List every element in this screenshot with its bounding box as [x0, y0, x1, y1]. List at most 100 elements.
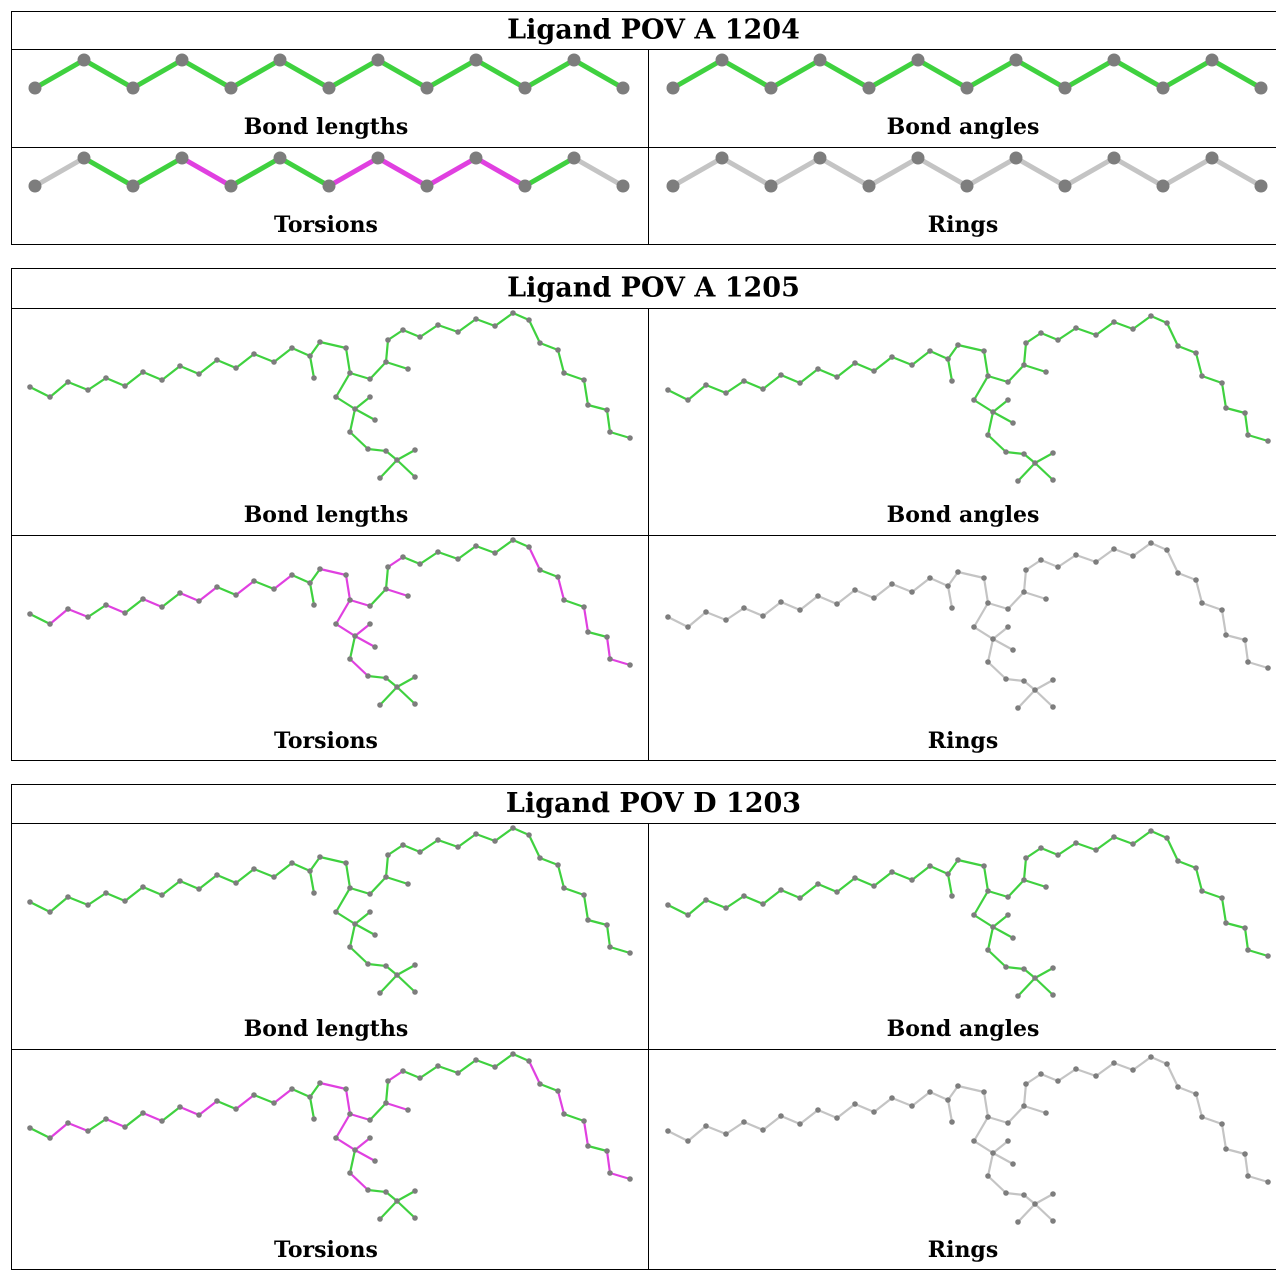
bond — [354, 408, 376, 421]
bond — [1150, 314, 1168, 325]
bond — [1220, 609, 1228, 636]
bond — [253, 579, 275, 591]
atom — [85, 387, 91, 393]
bond — [1111, 57, 1166, 91]
atom — [1005, 397, 1011, 403]
atom — [1265, 953, 1271, 959]
bond — [563, 598, 585, 609]
atom — [1050, 677, 1056, 683]
atom — [420, 81, 434, 95]
atom — [1023, 340, 1029, 346]
bond — [253, 352, 275, 364]
bond — [1177, 571, 1197, 582]
atom — [990, 636, 996, 642]
bond — [273, 1088, 293, 1104]
atom — [685, 397, 691, 403]
bond — [854, 876, 875, 888]
atom — [1023, 567, 1029, 573]
atom — [333, 621, 339, 627]
atom — [1175, 858, 1181, 864]
bond — [873, 356, 893, 372]
cell-caption: Torsions — [274, 728, 378, 754]
atom — [289, 345, 295, 351]
bond — [396, 676, 416, 688]
atom — [1032, 975, 1038, 981]
atom — [960, 81, 974, 95]
atom — [317, 1080, 323, 1086]
atom — [1245, 1173, 1251, 1179]
bond — [973, 375, 989, 401]
bond — [911, 865, 931, 881]
atom — [567, 151, 581, 165]
bond — [512, 1052, 530, 1063]
atom — [985, 888, 991, 894]
atom — [377, 475, 383, 481]
bond — [719, 155, 774, 189]
atom — [852, 587, 858, 593]
bond — [273, 862, 293, 878]
bond — [973, 602, 989, 628]
bond — [384, 339, 390, 363]
atom — [561, 370, 567, 376]
bond — [235, 353, 255, 369]
bond — [817, 882, 838, 894]
atom — [760, 613, 766, 619]
bond — [528, 1060, 541, 1085]
bond — [349, 1172, 369, 1191]
bond — [1132, 315, 1152, 330]
atom — [317, 566, 323, 572]
bond — [587, 403, 608, 412]
bond — [130, 57, 185, 91]
bond — [179, 57, 234, 91]
atom — [797, 607, 803, 613]
atom — [834, 374, 840, 380]
atom — [960, 179, 974, 193]
cell: Torsions — [28, 151, 630, 238]
atom — [1164, 547, 1170, 553]
bond — [1201, 889, 1223, 900]
atom — [1205, 151, 1219, 165]
atom — [233, 880, 239, 886]
atom — [703, 382, 709, 388]
bond — [348, 923, 357, 948]
bond — [437, 550, 459, 561]
bond — [973, 399, 994, 413]
bond — [1057, 1068, 1077, 1082]
atom — [1050, 477, 1056, 483]
bond — [253, 1093, 275, 1105]
atom — [347, 429, 353, 435]
atom — [400, 554, 406, 560]
bond — [667, 904, 689, 916]
bond — [1194, 1093, 1204, 1118]
cell: Rings — [666, 151, 1268, 238]
atom — [871, 1109, 877, 1115]
atom — [990, 924, 996, 930]
bond — [987, 661, 1007, 680]
bond — [522, 155, 577, 189]
atom — [1193, 577, 1199, 583]
bond — [1023, 1104, 1047, 1115]
bond — [494, 312, 514, 327]
bond — [335, 887, 351, 913]
bond — [67, 1121, 89, 1133]
bond — [319, 567, 347, 577]
atom — [1242, 410, 1248, 416]
cell: Bond angles — [665, 313, 1271, 528]
bond — [743, 1120, 764, 1132]
bond — [396, 449, 416, 461]
bond — [1057, 327, 1077, 341]
atom — [607, 944, 613, 950]
cell-caption: Rings — [928, 728, 998, 754]
bond — [1166, 837, 1179, 862]
atom — [273, 53, 287, 67]
bond — [1243, 412, 1250, 436]
cell: Bond angles — [666, 53, 1268, 140]
bond — [780, 1114, 801, 1126]
atom — [1245, 947, 1251, 953]
atom — [271, 359, 277, 365]
bond — [379, 1200, 398, 1220]
atom — [65, 379, 71, 385]
atom — [665, 614, 671, 620]
bond — [1160, 57, 1215, 91]
atom — [909, 362, 915, 368]
